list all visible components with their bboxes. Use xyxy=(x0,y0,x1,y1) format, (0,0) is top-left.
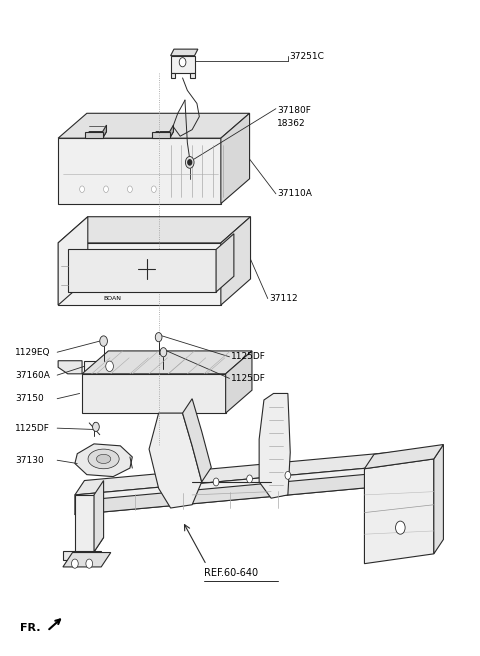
Text: 37110A: 37110A xyxy=(277,190,312,198)
Polygon shape xyxy=(434,445,444,554)
Polygon shape xyxy=(170,49,198,56)
Polygon shape xyxy=(84,367,136,372)
Polygon shape xyxy=(75,495,94,552)
Polygon shape xyxy=(63,550,101,560)
Polygon shape xyxy=(58,216,251,243)
Circle shape xyxy=(285,472,291,480)
Circle shape xyxy=(86,559,93,568)
Polygon shape xyxy=(182,399,211,482)
Circle shape xyxy=(213,478,219,486)
Circle shape xyxy=(72,559,78,568)
Polygon shape xyxy=(170,73,175,78)
Text: 1125DF: 1125DF xyxy=(231,352,266,361)
Polygon shape xyxy=(85,132,107,138)
Polygon shape xyxy=(221,113,250,203)
Text: 37251C: 37251C xyxy=(289,52,324,61)
Polygon shape xyxy=(221,216,251,305)
Circle shape xyxy=(160,348,167,357)
Polygon shape xyxy=(85,132,103,138)
Text: 37160A: 37160A xyxy=(15,371,50,380)
Circle shape xyxy=(104,186,108,192)
Text: 1125DF: 1125DF xyxy=(15,424,50,433)
Polygon shape xyxy=(170,56,194,73)
Text: 37130: 37130 xyxy=(15,456,44,464)
Polygon shape xyxy=(58,361,82,374)
Polygon shape xyxy=(63,552,111,567)
Polygon shape xyxy=(68,249,216,292)
Circle shape xyxy=(100,336,108,346)
Polygon shape xyxy=(216,234,234,292)
Text: 37150: 37150 xyxy=(15,394,44,403)
Polygon shape xyxy=(169,125,173,138)
Circle shape xyxy=(128,186,132,192)
Ellipse shape xyxy=(96,455,111,464)
Text: REF.60-640: REF.60-640 xyxy=(204,568,258,578)
Polygon shape xyxy=(153,132,173,138)
Polygon shape xyxy=(259,394,290,498)
Polygon shape xyxy=(364,445,444,469)
Circle shape xyxy=(93,422,99,432)
Polygon shape xyxy=(58,138,221,203)
Ellipse shape xyxy=(88,449,119,469)
Text: 1125DF: 1125DF xyxy=(231,374,266,383)
Circle shape xyxy=(247,475,252,483)
Circle shape xyxy=(152,186,156,192)
Polygon shape xyxy=(82,351,252,374)
Text: 18362: 18362 xyxy=(277,119,306,129)
Polygon shape xyxy=(130,356,136,372)
Polygon shape xyxy=(226,351,252,413)
Text: 37180F: 37180F xyxy=(277,106,311,115)
Circle shape xyxy=(106,361,113,371)
Polygon shape xyxy=(75,537,104,552)
Polygon shape xyxy=(364,459,434,564)
Circle shape xyxy=(179,58,186,67)
Polygon shape xyxy=(94,481,104,552)
Text: 1129EQ: 1129EQ xyxy=(15,348,50,357)
Polygon shape xyxy=(75,444,132,477)
Polygon shape xyxy=(190,73,194,78)
Polygon shape xyxy=(75,462,432,514)
Polygon shape xyxy=(84,361,130,372)
Polygon shape xyxy=(58,243,221,305)
Circle shape xyxy=(185,157,194,169)
Polygon shape xyxy=(149,413,202,508)
Polygon shape xyxy=(58,113,250,138)
Polygon shape xyxy=(58,216,88,305)
Circle shape xyxy=(396,521,405,534)
Polygon shape xyxy=(75,468,441,514)
Text: 37112: 37112 xyxy=(270,294,298,303)
Circle shape xyxy=(188,160,192,165)
Text: FR.: FR. xyxy=(20,623,40,633)
Circle shape xyxy=(156,333,162,342)
Text: BOAN: BOAN xyxy=(104,296,121,301)
Polygon shape xyxy=(153,132,169,138)
Circle shape xyxy=(80,186,84,192)
Polygon shape xyxy=(82,374,226,413)
Polygon shape xyxy=(75,448,441,495)
Polygon shape xyxy=(103,125,107,138)
